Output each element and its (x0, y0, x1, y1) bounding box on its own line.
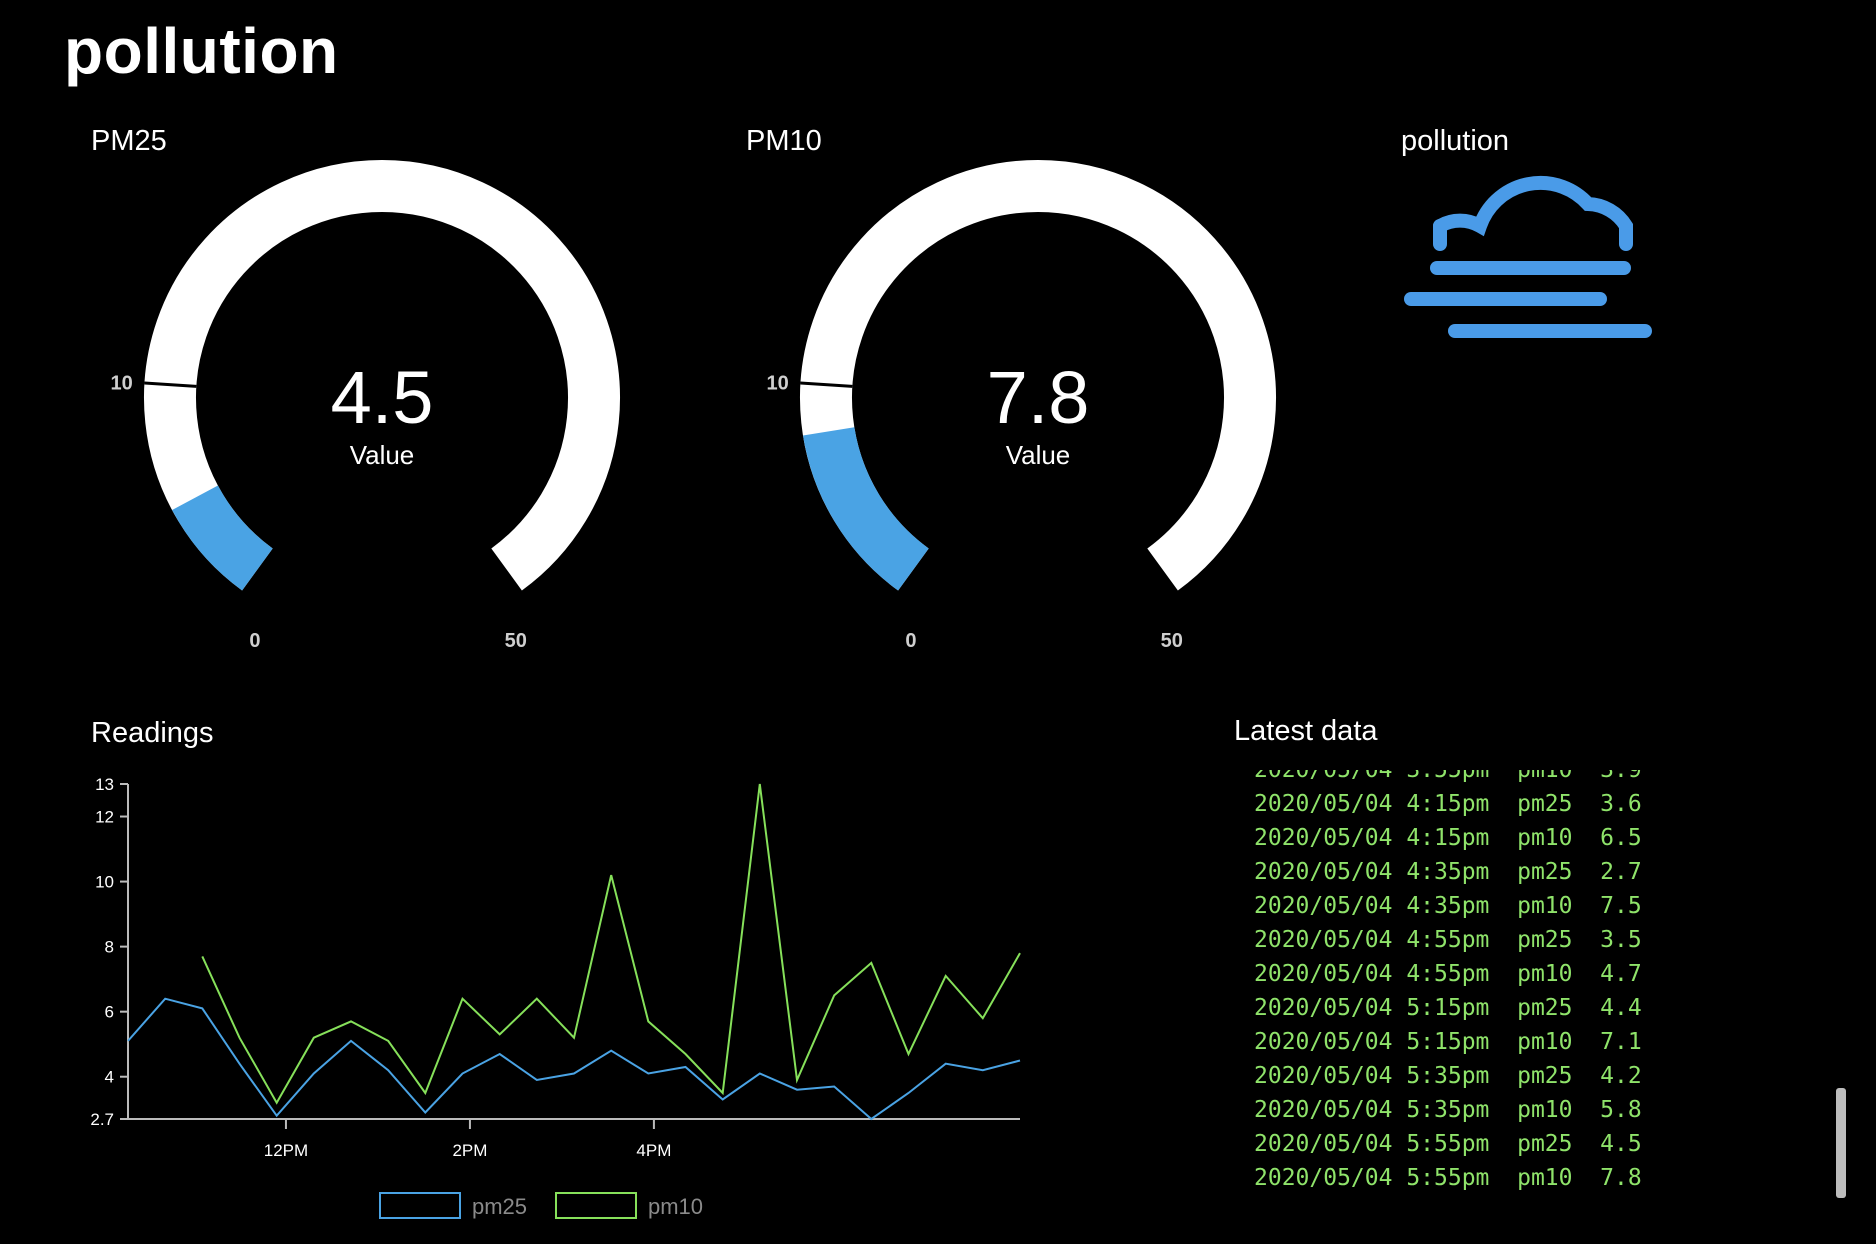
log-row: 2020/05/04 4:15pm pm10 6.5 (1254, 825, 1642, 851)
log-row: 2020/05/04 5:55pm pm25 4.5 (1254, 1131, 1642, 1157)
legend-swatch-pm10 (555, 1192, 637, 1219)
log-row: 2020/05/04 5:35pm pm10 5.8 (1254, 1097, 1642, 1123)
latest-data-log[interactable]: 2020/05/04 3:55pm pm10 3.9 2020/05/04 4:1… (1246, 770, 1702, 1190)
log-row: 2020/05/04 3:55pm pm10 3.9 (1254, 770, 1642, 783)
gauge-pm25-track (144, 159, 620, 591)
gauge-pm25-value: 4.5 (331, 356, 434, 439)
y-tick-label: 8 (105, 938, 114, 957)
gauge-pm25: 4.5 Value 0 50 10 (111, 159, 620, 652)
readings-title: Readings (91, 717, 214, 749)
log-row: 2020/05/04 5:55pm pm10 7.8 (1254, 1165, 1642, 1190)
fog-cloud-icon (1404, 175, 1652, 338)
gauge-pm25-max-label: 50 (505, 630, 527, 652)
log-row: 2020/05/04 4:35pm pm25 2.7 (1254, 859, 1642, 885)
log-row: 2020/05/04 5:15pm pm25 4.4 (1254, 995, 1642, 1021)
y-tick-label: 4 (105, 1068, 114, 1087)
page-title: pollution (64, 15, 339, 87)
gauge-pm10: 7.8 Value 0 50 10 (767, 159, 1276, 652)
x-tick-label: 12PM (264, 1141, 308, 1160)
gauge-pm10-threshold-label: 10 (767, 373, 789, 395)
log-row: 2020/05/04 4:55pm pm10 4.7 (1254, 961, 1642, 987)
gauge-pm10-threshold-marker (800, 381, 853, 388)
gauge-pm10-min-label: 0 (905, 630, 916, 652)
gauge-title-pm10: PM10 (746, 125, 822, 157)
log-row: 2020/05/04 5:15pm pm10 7.1 (1254, 1029, 1642, 1055)
y-tick-label: 12 (95, 808, 114, 827)
x-tick-label: 2PM (452, 1141, 487, 1160)
weather-title: pollution (1401, 125, 1510, 157)
log-row: 2020/05/04 4:15pm pm25 3.6 (1254, 791, 1642, 817)
log-scrollbar[interactable] (1836, 1088, 1846, 1198)
gauge-pm10-sublabel: Value (1006, 440, 1071, 470)
log-row: 2020/05/04 4:35pm pm10 7.5 (1254, 893, 1642, 919)
legend-label-pm10: pm10 (648, 1194, 703, 1219)
gauge-pm10-value: 7.8 (987, 356, 1090, 439)
readings-chart: 2.7 4 6 8 10 12 13 12PM 2PM 4PM pm25 pm10 (90, 775, 1021, 1219)
series-line-pm25 (127, 997, 1021, 1121)
x-tick-label: 4PM (636, 1141, 671, 1160)
gauge-pm10-track (800, 159, 1276, 591)
gauge-pm25-threshold-label: 10 (111, 373, 133, 395)
gauge-pm25-sublabel: Value (350, 440, 415, 470)
y-tick-label: 13 (95, 775, 114, 794)
gauge-pm25-fill (172, 484, 274, 591)
log-row: 2020/05/04 4:55pm pm25 3.5 (1254, 927, 1642, 953)
gauge-title-pm25: PM25 (91, 125, 167, 157)
log-row: 2020/05/04 5:35pm pm25 4.2 (1254, 1063, 1642, 1089)
gauge-pm25-min-label: 0 (249, 630, 260, 652)
legend-swatch-pm25 (379, 1192, 461, 1219)
gauge-pm10-max-label: 50 (1161, 630, 1183, 652)
latest-data-title: Latest data (1234, 715, 1378, 747)
gauge-pm25-threshold-marker (144, 381, 197, 388)
gauge-pm10-fill (803, 426, 930, 591)
y-tick-label: 10 (95, 873, 114, 892)
legend-label-pm25: pm25 (472, 1194, 527, 1219)
y-tick-label: 6 (105, 1003, 114, 1022)
y-tick-label: 2.7 (90, 1110, 114, 1129)
series-line-pm10 (201, 783, 1021, 1105)
